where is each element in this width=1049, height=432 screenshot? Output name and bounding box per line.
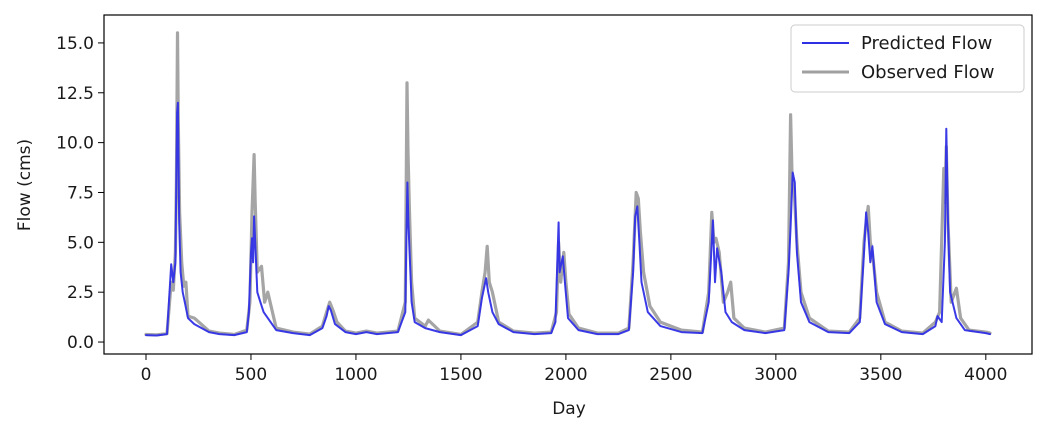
x-axis: 0 500 1000 1500 2000 2500 3000 3500 4000: [141, 354, 1007, 385]
x-tick-label: 2000: [544, 365, 587, 385]
y-tick-label: 15.0: [56, 34, 94, 54]
plot-frame: [103, 14, 1033, 355]
legend-box: [790, 24, 1025, 93]
x-tick-label: 3500: [859, 365, 902, 385]
y-axis: 0.0 2.5 5.0 7.5 10.0 12.5 15.0: [56, 34, 104, 353]
legend: Predicted Flow Observed Flow: [790, 24, 1025, 93]
y-axis-label: Flow (cms): [15, 139, 35, 231]
series-layer: [144, 31, 992, 337]
y-tick-label: 10.0: [56, 134, 94, 154]
series-line-predicted-flow: [145, 101, 991, 337]
x-tick-label: 3000: [754, 365, 797, 385]
y-tick-label: 2.5: [67, 283, 94, 303]
x-tick-label: 4000: [964, 365, 1007, 385]
y-tick-label: 5.0: [67, 233, 94, 253]
x-tick-label: 500: [235, 365, 267, 385]
x-tick-label: 0: [141, 365, 152, 385]
x-axis-label: Day: [552, 399, 586, 419]
x-tick-label: 1500: [439, 365, 482, 385]
y-tick-label: 12.5: [56, 84, 94, 104]
legend-label-observed: Observed Flow: [861, 62, 994, 83]
y-tick-label: 7.5: [67, 183, 94, 203]
legend-label-predicted: Predicted Flow: [861, 33, 992, 54]
y-tick-label: 0.0: [67, 333, 94, 353]
x-tick-label: 1000: [334, 365, 377, 385]
x-tick-label: 2500: [649, 365, 692, 385]
